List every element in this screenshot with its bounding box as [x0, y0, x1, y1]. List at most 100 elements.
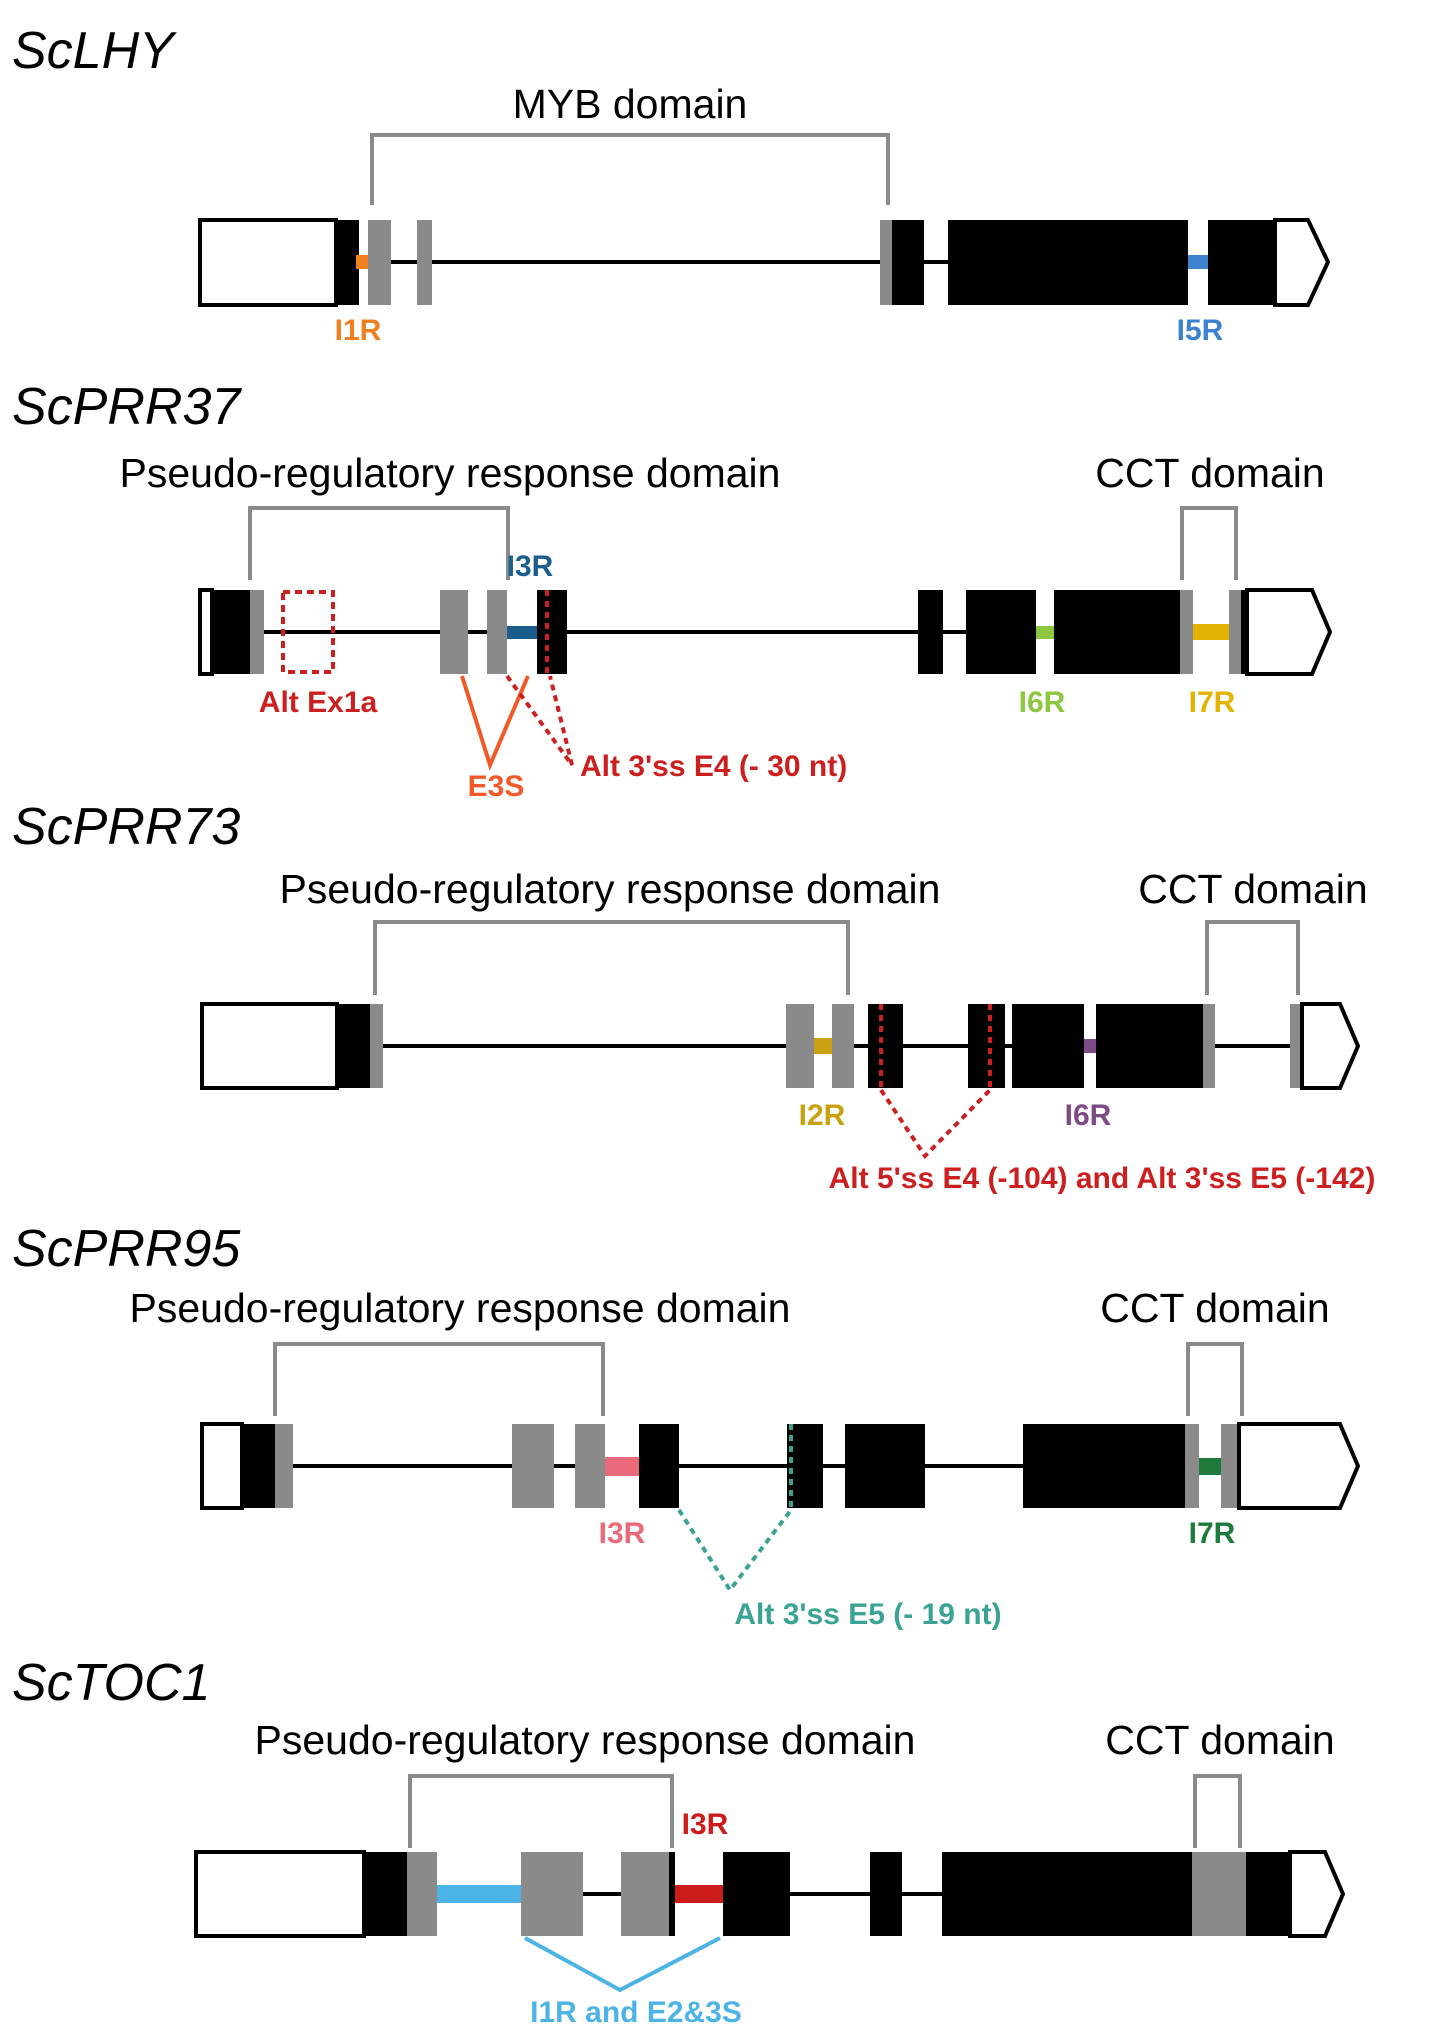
alt-3ss-e5-splice-lines — [677, 1508, 793, 1594]
exon-6 — [966, 590, 1036, 674]
i1r-intron-retention — [437, 1885, 521, 1903]
exon-5 — [918, 590, 943, 674]
cct-domain-bracket — [1193, 1774, 1242, 1848]
cct-domain-label: CCT domain — [1100, 1285, 1329, 1331]
exon-1-grey — [250, 590, 264, 674]
myb-domain-label: MYB domain — [513, 81, 748, 127]
exon-7 — [1246, 1852, 1290, 1936]
exon-5 — [948, 220, 1188, 305]
exon-7 — [1054, 590, 1180, 674]
i6r-label: I6R — [1065, 1099, 1112, 1132]
exon-6 — [942, 1852, 1192, 1936]
exon-2 — [521, 1852, 583, 1936]
i2r-intron-retention — [814, 1038, 832, 1054]
i7r-intron-retention — [1199, 1458, 1221, 1475]
prr-domain-label: Pseudo-regulatory response domain — [280, 866, 941, 912]
exon-8 — [1241, 590, 1247, 674]
exon-3 — [417, 220, 432, 305]
e3s-label: E3S — [468, 770, 525, 803]
i3r-label: I3R — [507, 550, 554, 583]
exon-7-grey — [1180, 590, 1193, 674]
i3r-intron-retention — [507, 626, 537, 639]
cct-exon-grey — [1192, 1852, 1246, 1936]
utr-3prime — [1245, 588, 1333, 676]
utr-5prime — [200, 1002, 339, 1090]
i5r-intron-retention — [1188, 255, 1210, 269]
alt-splice-label: Alt 5'ss E4 (-104) and Alt 3'ss E5 (-142… — [829, 1162, 1376, 1195]
cct-domain-label: CCT domain — [1095, 450, 1324, 496]
prr-domain-bracket — [373, 920, 850, 995]
exon-6 — [845, 1424, 925, 1508]
exon-1 — [334, 220, 359, 305]
exon-6 — [1208, 220, 1275, 305]
i6r-intron-retention — [1036, 626, 1054, 639]
alt-3ss-e4-label: Alt 3'ss E4 (- 30 nt) — [580, 750, 847, 783]
exon-2 — [786, 1004, 814, 1088]
prr-domain-label: Pseudo-regulatory response domain — [120, 450, 781, 496]
prr-domain-label: Pseudo-regulatory response domain — [130, 1285, 791, 1331]
i3r-label: I3R — [682, 1808, 729, 1841]
alt-3ss-e4-splice-lines — [505, 674, 574, 767]
exon-2 — [512, 1424, 554, 1508]
alt-3ss-e5-label: Alt 3'ss E5 (- 19 nt) — [734, 1598, 1001, 1631]
exon-6 — [1012, 1004, 1084, 1088]
prr-domain-bracket — [273, 1342, 605, 1416]
utr-3prime — [1288, 1850, 1346, 1938]
cct-domain-bracket — [1180, 506, 1238, 580]
utr-3prime — [1237, 1422, 1361, 1510]
exon-1-grey — [407, 1852, 437, 1936]
exon-1-grey — [275, 1424, 293, 1508]
exon-4 — [868, 1004, 903, 1088]
i2r-label: I2R — [799, 1099, 846, 1132]
cct-domain-bracket — [1186, 1342, 1244, 1416]
i7r-label: I7R — [1189, 1517, 1236, 1550]
myb-domain-bracket — [370, 133, 890, 205]
gene-name-scprr73: ScPRR73 — [12, 798, 240, 856]
exon-1 — [240, 1424, 275, 1508]
exon-3 — [621, 1852, 669, 1936]
exon-8-grey — [1229, 590, 1241, 674]
i3r-intron-retention — [675, 1885, 723, 1903]
i6r-label: I6R — [1019, 686, 1066, 719]
i7r-intron-retention — [1193, 624, 1229, 640]
exon-1 — [210, 590, 250, 674]
exon-1-grey — [370, 1004, 383, 1088]
exon-3 — [575, 1424, 605, 1508]
i5r-label: I5R — [1177, 314, 1224, 347]
exon-8-grey — [1221, 1424, 1239, 1508]
prr-domain-bracket — [248, 506, 510, 580]
exon-5 — [870, 1852, 902, 1936]
alt-ex1a-box — [281, 590, 335, 674]
exon-8-grey — [1290, 1004, 1302, 1088]
exon-1 — [335, 1004, 370, 1088]
cct-domain-label: CCT domain — [1105, 1717, 1334, 1763]
exon-5 — [968, 1004, 1005, 1088]
prr-domain-label: Pseudo-regulatory response domain — [255, 1717, 916, 1763]
gene-name-scprr37: ScPRR37 — [12, 378, 242, 436]
alt-ex1a-label: Alt Ex1a — [259, 686, 378, 719]
exon-4-grey — [880, 220, 892, 305]
cct-domain-label: CCT domain — [1138, 866, 1367, 912]
i1r-label: I1R — [335, 314, 382, 347]
i3r-label: I3R — [599, 1517, 646, 1550]
gene-panel-scprr73: ScPRR73 Pseudo-regulatory response domai… — [12, 798, 1375, 1195]
exon-3 — [487, 590, 507, 674]
utr-5prime — [200, 1422, 244, 1510]
cct-domain-bracket — [1205, 920, 1300, 995]
exon-4 — [639, 1424, 679, 1508]
utr-5prime — [198, 218, 338, 307]
utr-3prime — [1273, 218, 1331, 307]
alt-splice-lines — [879, 1088, 992, 1160]
exon-1 — [362, 1852, 407, 1936]
i7r-label: I7R — [1189, 686, 1236, 719]
i1r-e2-3s-splice-lines — [524, 1936, 721, 1993]
exon-4 — [892, 220, 924, 305]
i1r-e2-3s-label: I1R and E2&3S — [530, 1996, 742, 2024]
e3s-splice-lines — [460, 675, 530, 771]
gene-name-sctoc1: ScTOC1 — [12, 1654, 210, 1712]
gene-name-sclhy: ScLHY — [12, 22, 177, 80]
exon-4 — [537, 590, 567, 674]
gene-panel-sclhy: ScLHY MYB domain I1R I5R — [12, 22, 1331, 347]
utr-5prime — [194, 1850, 366, 1938]
